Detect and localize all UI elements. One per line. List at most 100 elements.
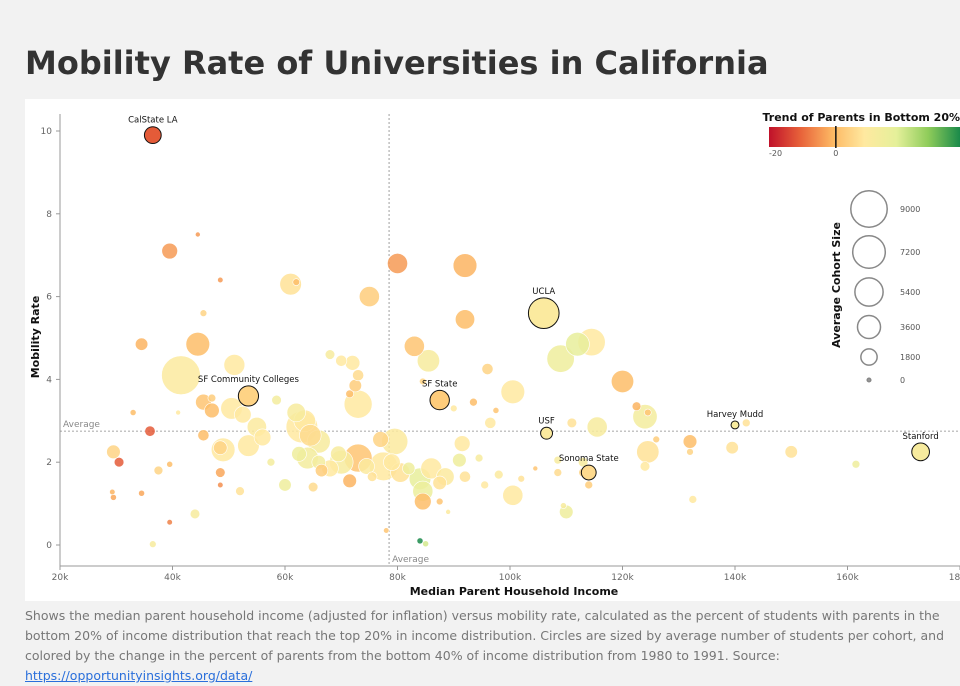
data-point — [373, 432, 389, 448]
data-point — [254, 429, 271, 446]
data-point — [785, 446, 798, 459]
data-point — [560, 503, 566, 509]
x-tick-label: 20k — [52, 573, 69, 583]
data-point — [218, 482, 224, 488]
data-point — [453, 254, 477, 278]
data-point — [162, 356, 201, 395]
data-point — [130, 409, 136, 415]
size-legend-label: 9000 — [900, 205, 920, 214]
size-legend-label: 0 — [900, 376, 905, 385]
data-point — [138, 490, 144, 496]
point-annotation: CalState LA — [128, 116, 178, 126]
data-point — [454, 436, 470, 452]
labeled-data-point — [541, 427, 553, 439]
data-point — [644, 409, 651, 416]
average-y-label: Average — [63, 420, 100, 430]
x-axis-title: Median Parent Household Income — [410, 585, 619, 598]
source-link[interactable]: https://opportunityinsights.org/data/ — [25, 668, 252, 683]
data-point — [135, 338, 148, 351]
data-point — [292, 447, 307, 462]
point-annotation: UCLA — [532, 287, 555, 297]
data-point — [190, 509, 200, 519]
data-point — [567, 418, 577, 428]
chart-card: 20k40k60k80k100k120k140k160k180k0246810 … — [25, 99, 960, 601]
x-tick-label: 100k — [499, 573, 522, 583]
data-point — [485, 417, 496, 428]
data-point — [308, 482, 318, 492]
caption-text: Shows the median parent household income… — [25, 608, 944, 663]
data-point — [687, 448, 694, 455]
data-point — [689, 496, 697, 504]
data-point — [279, 479, 292, 492]
data-point — [343, 474, 357, 488]
data-point — [404, 336, 424, 356]
data-point — [186, 332, 210, 356]
data-point — [501, 380, 525, 404]
point-annotation: SF State — [422, 379, 458, 389]
labeled-data-point — [528, 298, 559, 329]
data-point — [315, 464, 328, 477]
axis-layer: 20k40k60k80k100k120k140k160k180k0246810 — [41, 114, 960, 583]
color-legend-tick: -20 — [769, 149, 782, 158]
data-point — [683, 435, 697, 449]
page-title: Mobility Rate of Universities in Califor… — [25, 44, 769, 82]
data-point — [208, 394, 216, 402]
data-point — [234, 406, 251, 423]
labeled-data-point — [912, 443, 930, 461]
data-point — [726, 441, 739, 454]
data-point — [566, 332, 590, 356]
x-tick-label: 120k — [611, 573, 634, 583]
labeled-data-point — [430, 390, 449, 409]
data-point — [533, 466, 538, 471]
data-point — [481, 481, 489, 489]
data-point — [453, 453, 467, 467]
data-point — [353, 370, 364, 381]
data-point — [455, 310, 474, 329]
data-point — [433, 476, 447, 490]
data-point — [204, 403, 219, 418]
y-tick-label: 4 — [46, 375, 52, 385]
data-point — [387, 253, 407, 273]
size-legend-title: Average Cohort Size — [830, 222, 843, 348]
data-point — [287, 403, 306, 422]
y-axis-title: Mobility Rate — [29, 296, 42, 379]
data-point — [162, 243, 178, 259]
data-point — [215, 468, 225, 478]
data-point — [640, 461, 650, 471]
data-point — [195, 232, 200, 237]
point-annotation: Sonoma State — [559, 454, 619, 464]
data-point — [145, 426, 155, 436]
average-x-label: Average — [392, 555, 429, 565]
point-annotation: Stanford — [902, 432, 938, 442]
data-point — [450, 405, 457, 412]
data-point — [154, 466, 163, 475]
data-point — [331, 446, 347, 462]
data-point — [518, 475, 525, 482]
labeled-data-point — [731, 421, 739, 429]
data-point — [236, 487, 245, 496]
data-point — [293, 279, 300, 286]
data-point — [336, 355, 347, 366]
labeled-data-point — [581, 465, 596, 480]
data-point — [475, 454, 483, 462]
size-legend-circle — [861, 349, 877, 365]
data-point — [110, 494, 116, 500]
scatter-chart: 20k40k60k80k100k120k140k160k180k0246810 … — [25, 99, 960, 601]
data-point — [469, 398, 477, 406]
data-point — [110, 489, 116, 495]
point-annotation: USF — [538, 416, 555, 426]
size-legend-label: 3600 — [900, 323, 920, 332]
data-point — [402, 462, 415, 475]
size-legend-label: 7200 — [900, 248, 920, 257]
color-legend-title: Trend of Parents in Bottom 20% — [763, 111, 960, 124]
data-point — [423, 541, 429, 547]
data-point — [554, 469, 562, 477]
data-point — [417, 538, 423, 544]
data-point — [632, 402, 641, 411]
x-tick-label: 180k — [949, 573, 960, 583]
size-legend-circle — [867, 378, 871, 382]
data-point — [585, 481, 593, 489]
data-point — [114, 457, 124, 467]
point-annotation: SF Community Colleges — [198, 375, 300, 385]
data-point — [436, 498, 443, 505]
